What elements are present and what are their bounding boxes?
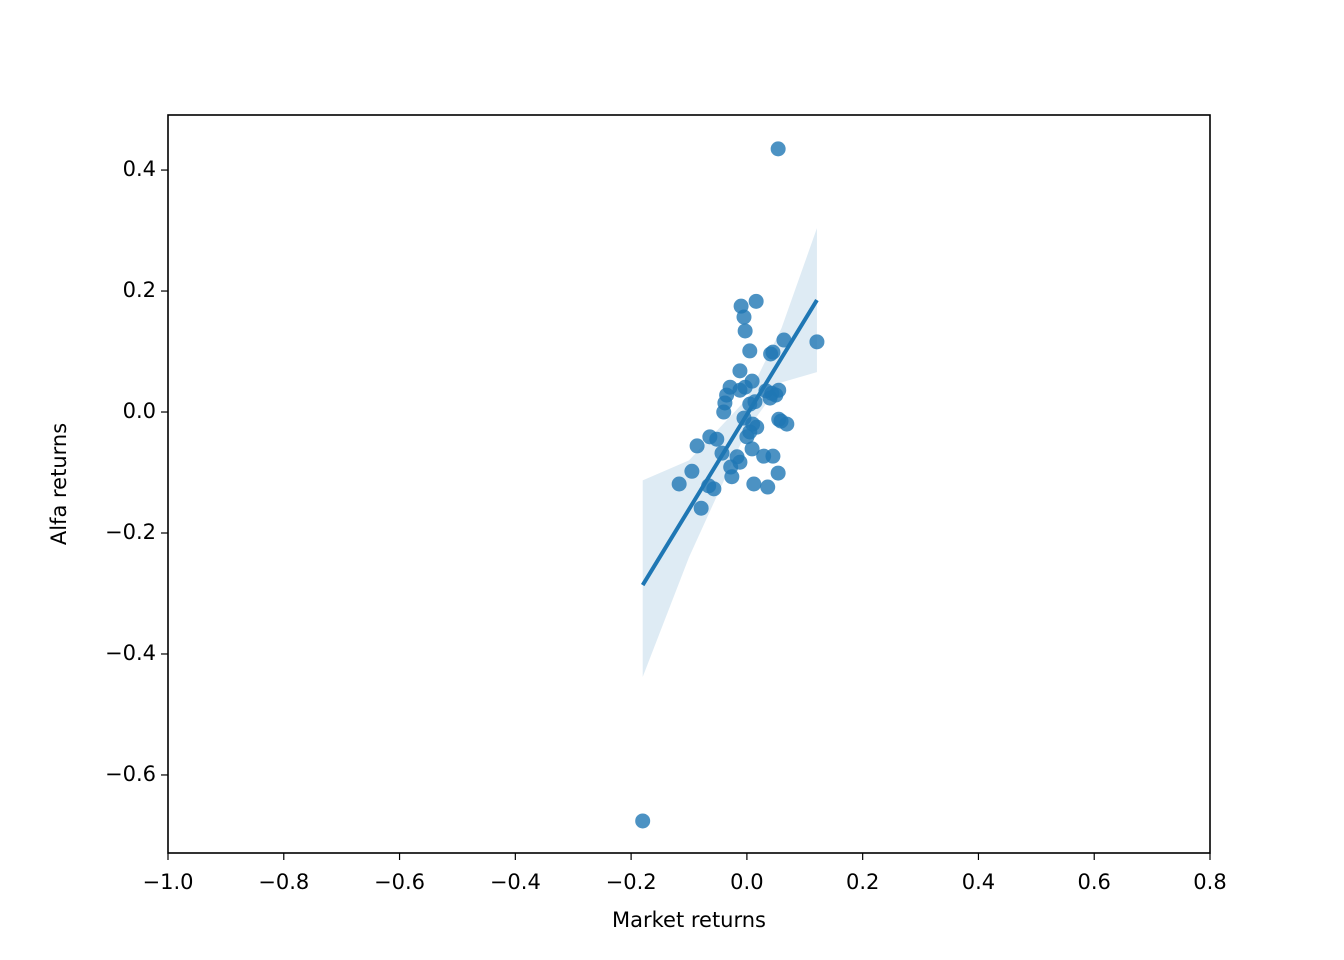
- scatter-point: [742, 343, 758, 359]
- x-tick-label: −0.2: [606, 870, 657, 894]
- y-tick-label: 0.0: [123, 399, 156, 423]
- scatter-point: [709, 431, 725, 447]
- scatter-point: [768, 387, 784, 403]
- scatter-point: [748, 293, 764, 309]
- scatter-point: [770, 141, 786, 157]
- x-axis-label: Market returns: [612, 908, 766, 932]
- x-tick-label: 0.8: [1193, 870, 1226, 894]
- x-tick-label: −0.6: [374, 870, 425, 894]
- scatter-point: [744, 441, 760, 457]
- scatter-point: [779, 416, 795, 432]
- y-tick-label: 0.4: [123, 157, 156, 181]
- scatter-point: [809, 334, 825, 350]
- scatter-point: [765, 448, 781, 464]
- x-tick-label: 0.6: [1078, 870, 1111, 894]
- x-tick-label: −0.4: [490, 870, 541, 894]
- x-tick-label: −0.8: [258, 870, 309, 894]
- plot-frame: [167, 114, 1211, 854]
- y-tick-label: −0.4: [105, 641, 156, 665]
- regression-line: [640, 299, 819, 587]
- scatter-point: [765, 344, 781, 360]
- scatter-point: [732, 363, 748, 379]
- scatter-point: [746, 476, 762, 492]
- scatter-point: [716, 404, 732, 420]
- scatter-point: [635, 813, 651, 829]
- scatter-point: [739, 429, 755, 445]
- x-tick-label: 0.2: [846, 870, 879, 894]
- y-tick-label: 0.2: [123, 278, 156, 302]
- scatter-point: [737, 323, 753, 339]
- scatter-point: [776, 332, 792, 348]
- y-tick-label: −0.6: [105, 762, 156, 786]
- scatter-point: [671, 476, 687, 492]
- x-tick-label: 0.0: [730, 870, 763, 894]
- x-tick-label: −1.0: [143, 870, 194, 894]
- x-tick-label: 0.4: [962, 870, 995, 894]
- scatter-point: [736, 309, 752, 325]
- scatter-point: [693, 500, 709, 516]
- scatter-point: [760, 479, 776, 495]
- scatter-point: [689, 438, 705, 454]
- confidence-band: [642, 228, 817, 677]
- y-tick-label: −0.2: [105, 520, 156, 544]
- scatter-point: [706, 481, 722, 497]
- scatter-point: [732, 382, 748, 398]
- scatter-point: [684, 463, 700, 479]
- scatter-point: [770, 465, 786, 481]
- scatter-point: [724, 469, 740, 485]
- y-axis-label: Alfa returns: [47, 423, 71, 545]
